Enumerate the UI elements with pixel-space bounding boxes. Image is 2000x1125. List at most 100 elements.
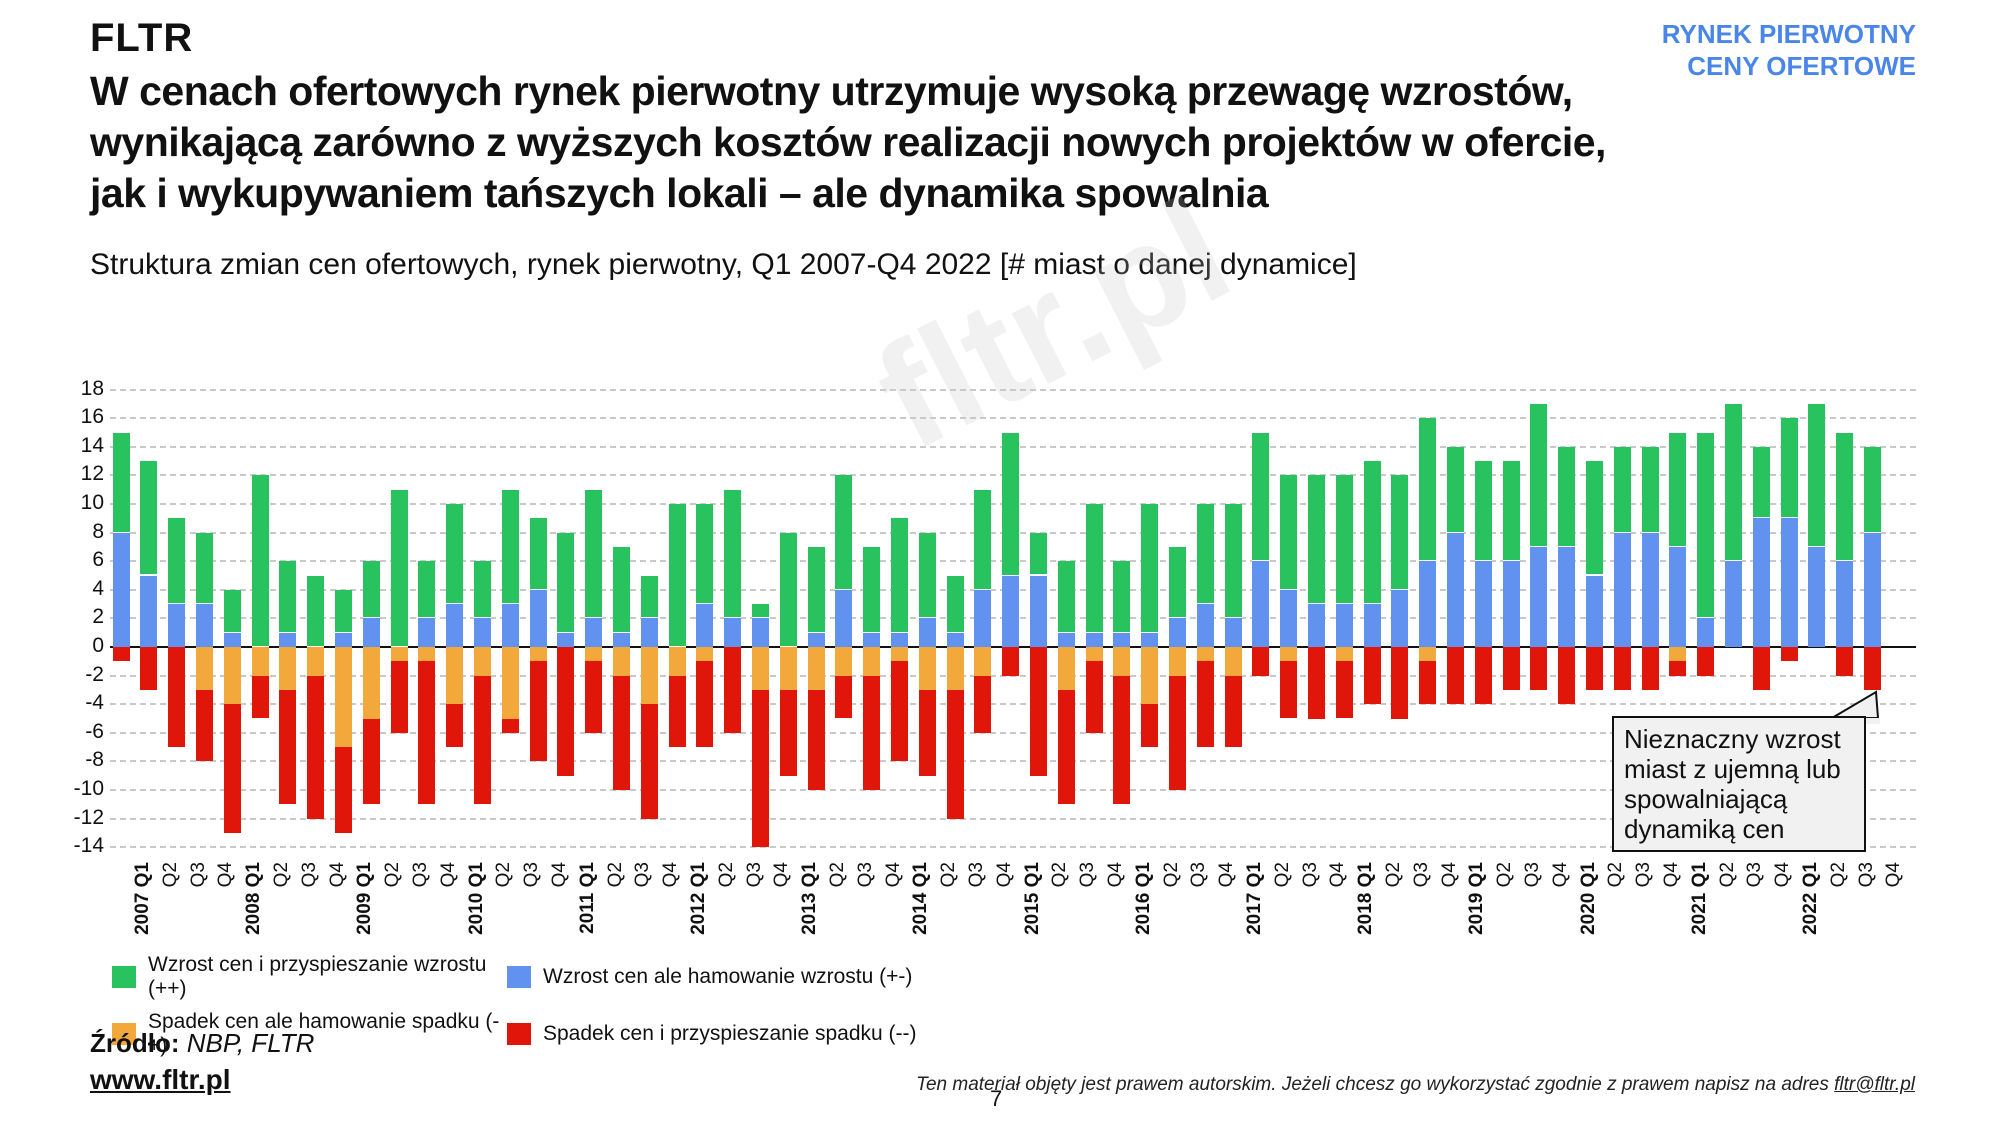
x-tick-label: Q2 bbox=[159, 862, 181, 888]
x-tick-label: 2020 Q1 bbox=[1577, 862, 1599, 935]
bar-segment bbox=[1391, 589, 1409, 647]
bar-segment bbox=[1419, 647, 1437, 662]
gridline bbox=[110, 674, 1916, 677]
bar-segment bbox=[1057, 561, 1075, 633]
bar-segment bbox=[1446, 532, 1464, 647]
x-tick-label: Q3 bbox=[298, 862, 320, 888]
bar-segment bbox=[279, 561, 297, 633]
bar-segment bbox=[529, 589, 547, 647]
bar-segment bbox=[1113, 561, 1131, 633]
x-tick-label: Q2 bbox=[827, 862, 848, 888]
x-tick-label: Q4 bbox=[437, 862, 459, 888]
bar-segment bbox=[696, 661, 714, 748]
bar-segment bbox=[1613, 647, 1631, 690]
x-tick-label: 2014 Q1 bbox=[910, 862, 932, 935]
bar-segment bbox=[446, 647, 464, 705]
bar-segment bbox=[946, 575, 964, 633]
bar-segment bbox=[418, 661, 436, 805]
bar-segment bbox=[1585, 647, 1603, 690]
bar-segment bbox=[1335, 661, 1353, 719]
bar-segment bbox=[223, 647, 241, 705]
bar-segment bbox=[1752, 647, 1770, 690]
bar-segment bbox=[612, 632, 630, 647]
x-tick-label: Q4 bbox=[1327, 862, 1349, 888]
legend-item: Wzrost cen i przyspieszanie wzrostu (++) bbox=[112, 953, 507, 1001]
bar-segment bbox=[390, 489, 408, 647]
bar-segment bbox=[1474, 647, 1492, 705]
bar-segment bbox=[1474, 561, 1492, 647]
x-tick-label: Q2 bbox=[1383, 862, 1404, 888]
title-line3: jak i wykupywaniem tańszych lokali – ale… bbox=[90, 170, 1269, 216]
gridline bbox=[110, 731, 1916, 734]
bar-segment bbox=[223, 704, 241, 833]
bar-segment bbox=[446, 704, 464, 748]
bar-segment bbox=[1530, 546, 1548, 647]
bar-segment bbox=[557, 532, 575, 633]
bar-segment bbox=[779, 647, 797, 690]
gridline bbox=[110, 760, 1916, 763]
bar-segment bbox=[501, 718, 519, 733]
bar-segment bbox=[473, 561, 491, 619]
tagline-line2: CENY OFERTOWE bbox=[1687, 51, 1916, 81]
bar-segment bbox=[1641, 446, 1659, 533]
x-tick-label: Q4 bbox=[215, 862, 237, 888]
x-tick-label: Q3 bbox=[1522, 862, 1543, 888]
bar-segment bbox=[1335, 647, 1353, 662]
source-label: Źródło: bbox=[90, 1028, 180, 1058]
bar-segment bbox=[390, 647, 408, 662]
bar-segment bbox=[585, 647, 603, 662]
x-tick-label: Q4 bbox=[1105, 862, 1126, 888]
bar-segment bbox=[1808, 546, 1826, 647]
bar-segment bbox=[1558, 647, 1576, 705]
bar-segment bbox=[251, 647, 269, 676]
bar-segment bbox=[918, 532, 936, 619]
x-tick-label: 2018 Q1 bbox=[1355, 862, 1377, 935]
bar-segment bbox=[1168, 647, 1186, 676]
bar-segment bbox=[1085, 632, 1103, 647]
bar-segment bbox=[195, 647, 213, 690]
bar-segment bbox=[473, 675, 491, 805]
bar-segment bbox=[168, 604, 186, 647]
disclaimer-email-link[interactable]: fltr@fltr.pl bbox=[1834, 1074, 1915, 1095]
bar-segment bbox=[835, 475, 853, 590]
bar-segment bbox=[1780, 647, 1798, 662]
x-tick-label: 2011 Q1 bbox=[576, 862, 598, 934]
x-tick-label: Q3 bbox=[187, 862, 209, 888]
bar-segment bbox=[1168, 675, 1186, 790]
bar-segment bbox=[529, 647, 547, 662]
bar-segment bbox=[612, 546, 630, 633]
fltr-logo: FLTR bbox=[90, 16, 194, 60]
bar-segment bbox=[1530, 647, 1548, 690]
bar-segment bbox=[724, 618, 742, 647]
website-link[interactable]: www.fltr.pl bbox=[90, 1064, 231, 1095]
bar-segment bbox=[1391, 475, 1409, 590]
bar-segment bbox=[1085, 504, 1103, 633]
x-tick-label: Q3 bbox=[1633, 862, 1655, 888]
bar-segment bbox=[1808, 403, 1826, 547]
legend-item: Spadek cen i przyspieszanie spadku (--) bbox=[507, 1022, 917, 1046]
bar-segment bbox=[1530, 403, 1548, 547]
bar-segment bbox=[1641, 647, 1659, 690]
bar-segment bbox=[362, 647, 380, 719]
bar-segment bbox=[334, 747, 352, 833]
bar-segment bbox=[807, 546, 825, 633]
legend-label: Wzrost cen ale hamowanie wzrostu (+-) bbox=[543, 965, 913, 988]
bar-segment bbox=[1724, 561, 1742, 647]
bar-segment bbox=[779, 532, 797, 647]
bar-segment bbox=[1558, 546, 1576, 647]
x-tick-label: 2017 Q1 bbox=[1244, 862, 1265, 935]
legend-label: Wzrost cen i przyspieszanie wzrostu (++) bbox=[148, 953, 487, 1000]
bar-segment bbox=[640, 618, 658, 647]
bar-segment bbox=[446, 604, 464, 647]
bar-segment bbox=[1752, 518, 1770, 647]
bar-segment bbox=[1196, 604, 1214, 647]
bar-segment bbox=[473, 618, 491, 647]
bar-segment bbox=[1224, 504, 1242, 619]
bar-segment bbox=[585, 489, 603, 619]
bar-segment bbox=[223, 589, 241, 633]
y-tick-label: 4 bbox=[92, 576, 104, 600]
bar-segment bbox=[1085, 647, 1103, 662]
x-tick-label: Q3 bbox=[632, 862, 654, 888]
x-tick-label: Q3 bbox=[1410, 862, 1432, 888]
chart-subtitle: Struktura zmian cen ofertowych, rynek pi… bbox=[90, 248, 1357, 281]
